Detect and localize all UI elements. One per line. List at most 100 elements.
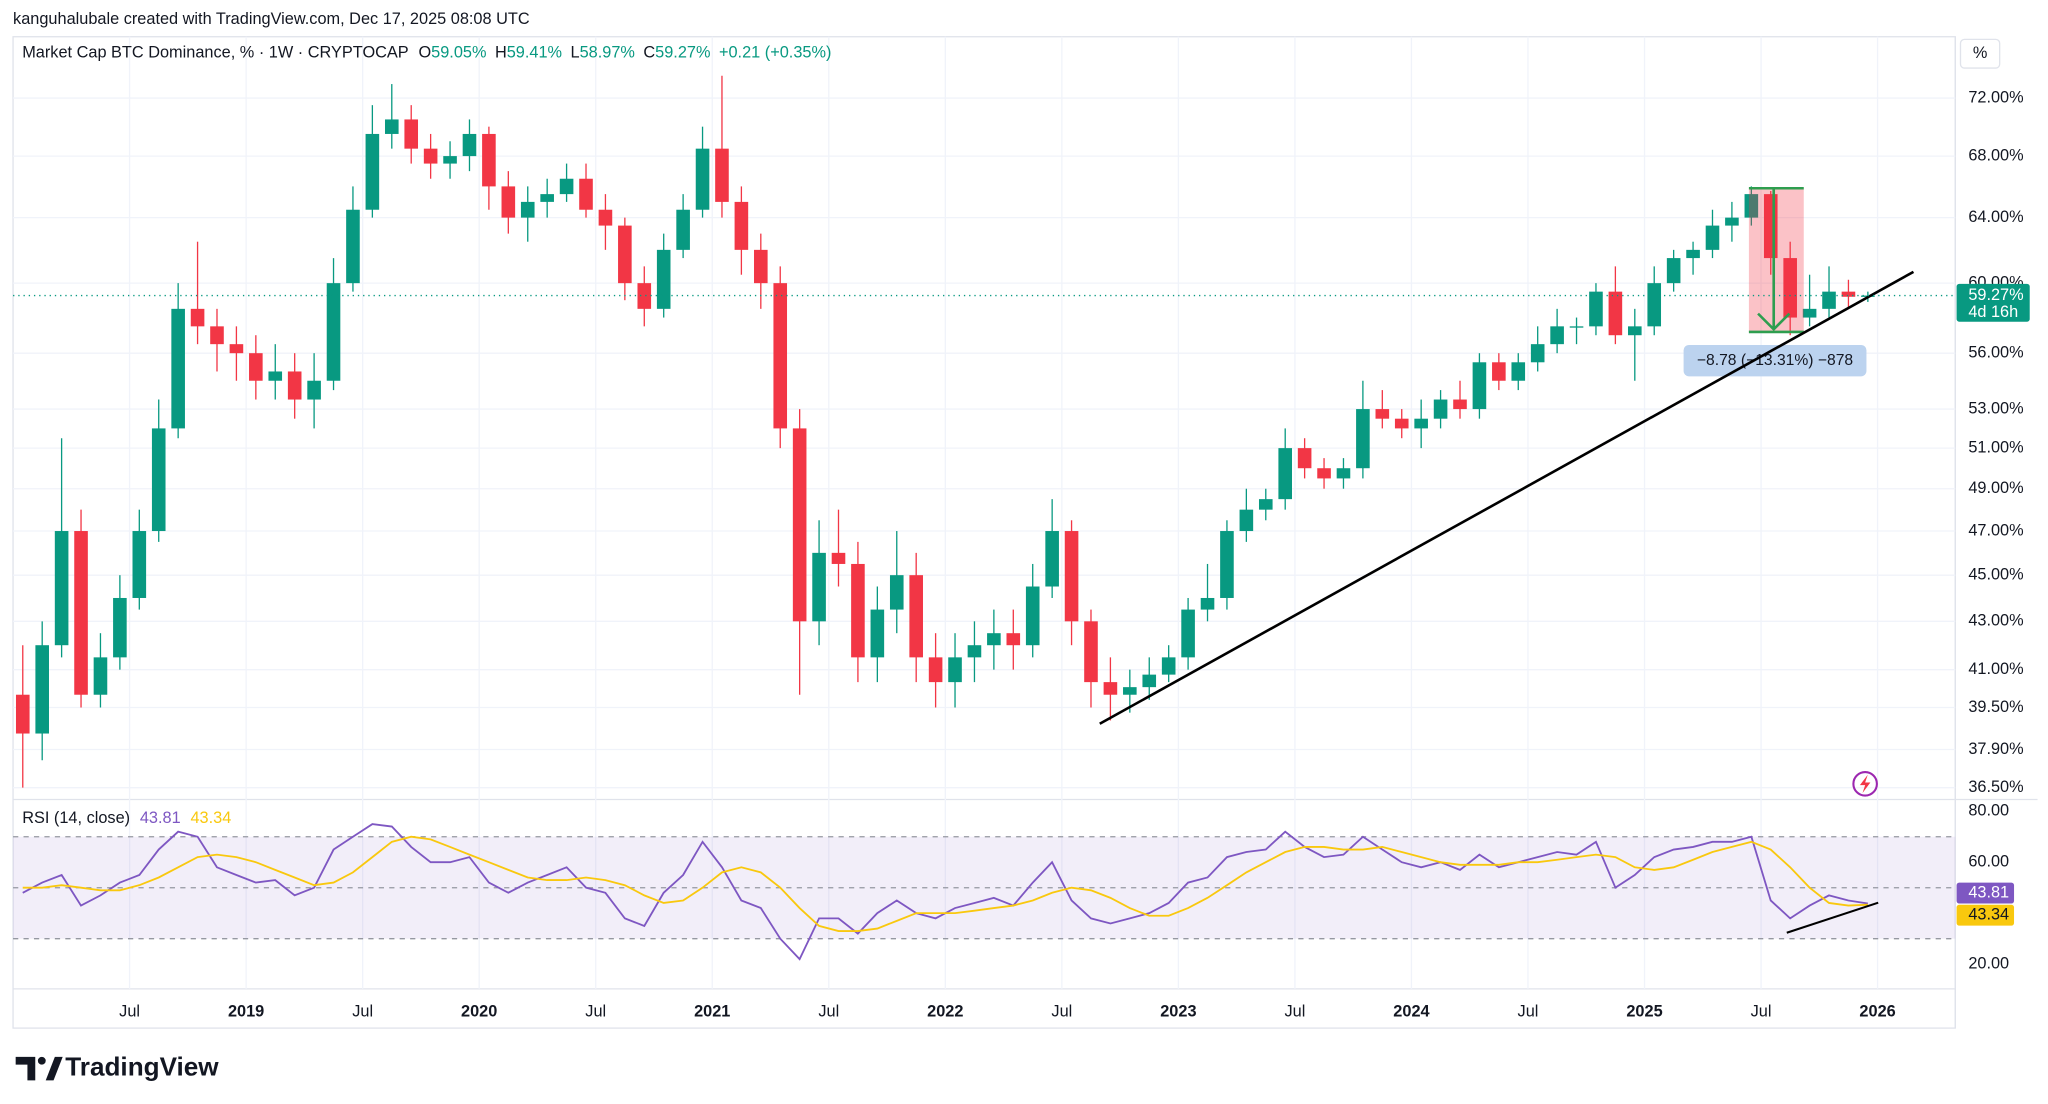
- candle-body: [326, 283, 341, 381]
- rsi-legend: RSI (14, close) 43.81 43.34: [22, 809, 231, 827]
- x-tick-label: Jul: [1518, 1003, 1539, 1021]
- x-tick-label: Jul: [818, 1003, 839, 1021]
- logo-dot: [37, 1056, 46, 1065]
- candle-body: [1647, 283, 1662, 327]
- brand-name: TradingView: [65, 1051, 219, 1081]
- candle-body: [1142, 674, 1157, 688]
- last-price-badge: [1956, 283, 2030, 322]
- candle-body: [1278, 448, 1293, 500]
- candle-body: [54, 531, 69, 646]
- candle-body: [889, 575, 904, 610]
- candle-body: [618, 225, 632, 284]
- candle-body: [520, 201, 535, 218]
- candle-body: [559, 178, 574, 195]
- measure-box: [1748, 188, 1804, 332]
- candle-body: [132, 531, 147, 598]
- rsi-ma-value: 43.34: [190, 809, 231, 827]
- x-tick-label: Jul: [352, 1003, 373, 1021]
- y-tick-label: 45.00%: [1968, 565, 2023, 583]
- candle-body: [384, 119, 399, 134]
- candle-body: [35, 645, 49, 734]
- candle-body: [754, 249, 768, 284]
- y-tick-label: 47.00%: [1968, 521, 2023, 539]
- x-tick-label: 2024: [1393, 1003, 1429, 1021]
- y-tick-label: 56.00%: [1968, 343, 2023, 361]
- rsi-tick-label: 20.00: [1968, 954, 2009, 972]
- candle-body: [1511, 362, 1526, 381]
- candle-body: [190, 308, 205, 327]
- candle-body: [1161, 657, 1176, 675]
- y-tick-label: 39.50%: [1968, 698, 2023, 716]
- candles: [15, 75, 1875, 788]
- legend-key: L: [571, 44, 580, 62]
- candle-body: [637, 283, 652, 309]
- y-tick-label: 68.00%: [1968, 146, 2023, 164]
- y-tick-label: 37.90%: [1968, 740, 2023, 758]
- y-tick-label: 64.00%: [1968, 208, 2023, 226]
- axis-unit: %: [1973, 44, 1988, 62]
- candle-body: [656, 249, 671, 309]
- x-tick-label: 2019: [228, 1003, 264, 1021]
- x-tick-label: 2022: [927, 1003, 963, 1021]
- candle-body: [501, 186, 516, 218]
- y-tick-label: 72.00%: [1968, 88, 2023, 106]
- candle-body: [1589, 291, 1603, 327]
- legend-value: 59.27%: [655, 44, 710, 62]
- rsi-value: 43.81: [140, 809, 181, 827]
- candle-body: [1181, 609, 1195, 658]
- candle-body: [1414, 418, 1428, 429]
- y-tick-label: 51.00%: [1968, 438, 2023, 456]
- candle-body: [870, 609, 885, 658]
- y-tick-label: 36.50%: [1968, 778, 2023, 796]
- x-tick-label: 2023: [1160, 1003, 1196, 1021]
- y-tick-label: 53.00%: [1968, 399, 2023, 417]
- candle-body: [928, 657, 943, 683]
- candle-body: [1220, 531, 1234, 598]
- rsi-trend-line: [1786, 901, 1879, 934]
- rsi-badge-label: 43.81: [1968, 883, 2009, 901]
- candle-body: [423, 148, 438, 164]
- rsi-band: [13, 836, 1956, 939]
- legend-value: 59.41%: [507, 44, 562, 62]
- candle-body: [676, 209, 690, 250]
- candle-body: [851, 563, 865, 658]
- rsi-badge: [1956, 904, 2015, 926]
- candle-body: [1453, 399, 1467, 410]
- legend-key: C: [643, 44, 655, 62]
- candle-body: [346, 209, 360, 284]
- candle-body: [93, 657, 108, 695]
- candle-body: [1783, 258, 1797, 318]
- candle-body: [734, 201, 749, 250]
- candle-body: [365, 133, 380, 210]
- x-tick-label: Jul: [119, 1003, 140, 1021]
- candle-body: [598, 209, 613, 226]
- legend-change: +0.21 (+0.35%): [719, 44, 831, 62]
- candle-body: [1628, 326, 1642, 336]
- candle-body: [229, 344, 244, 354]
- candle-body: [579, 178, 593, 210]
- candle-body: [287, 371, 302, 400]
- brand-logo: TradingView: [15, 1051, 219, 1081]
- candle-body: [1025, 586, 1040, 646]
- rsi-pane: [13, 823, 1956, 961]
- candle-body: [1841, 291, 1856, 297]
- candle-body: [948, 657, 962, 683]
- candle-body: [268, 371, 283, 381]
- candle-body: [1317, 468, 1331, 479]
- candle-body: [1802, 308, 1817, 318]
- x-tick-label: Jul: [1751, 1003, 1772, 1021]
- candle-body: [1103, 682, 1118, 695]
- candle-body: [210, 326, 224, 345]
- legend: Market Cap BTC Dominance, % · 1W · CRYPT…: [22, 44, 831, 62]
- candle-body: [1045, 531, 1059, 587]
- candle-body: [1705, 225, 1720, 250]
- candle-body: [1725, 217, 1739, 226]
- rsi-title: RSI (14, close): [22, 809, 130, 827]
- candle-body: [113, 597, 127, 658]
- unit-button[interactable]: [1959, 38, 2001, 69]
- candle-body: [1492, 362, 1506, 381]
- candle-body: [773, 283, 788, 429]
- x-tick-label: Jul: [1051, 1003, 1072, 1021]
- candle-body: [1258, 499, 1273, 510]
- alert-icon[interactable]: [1852, 771, 1878, 797]
